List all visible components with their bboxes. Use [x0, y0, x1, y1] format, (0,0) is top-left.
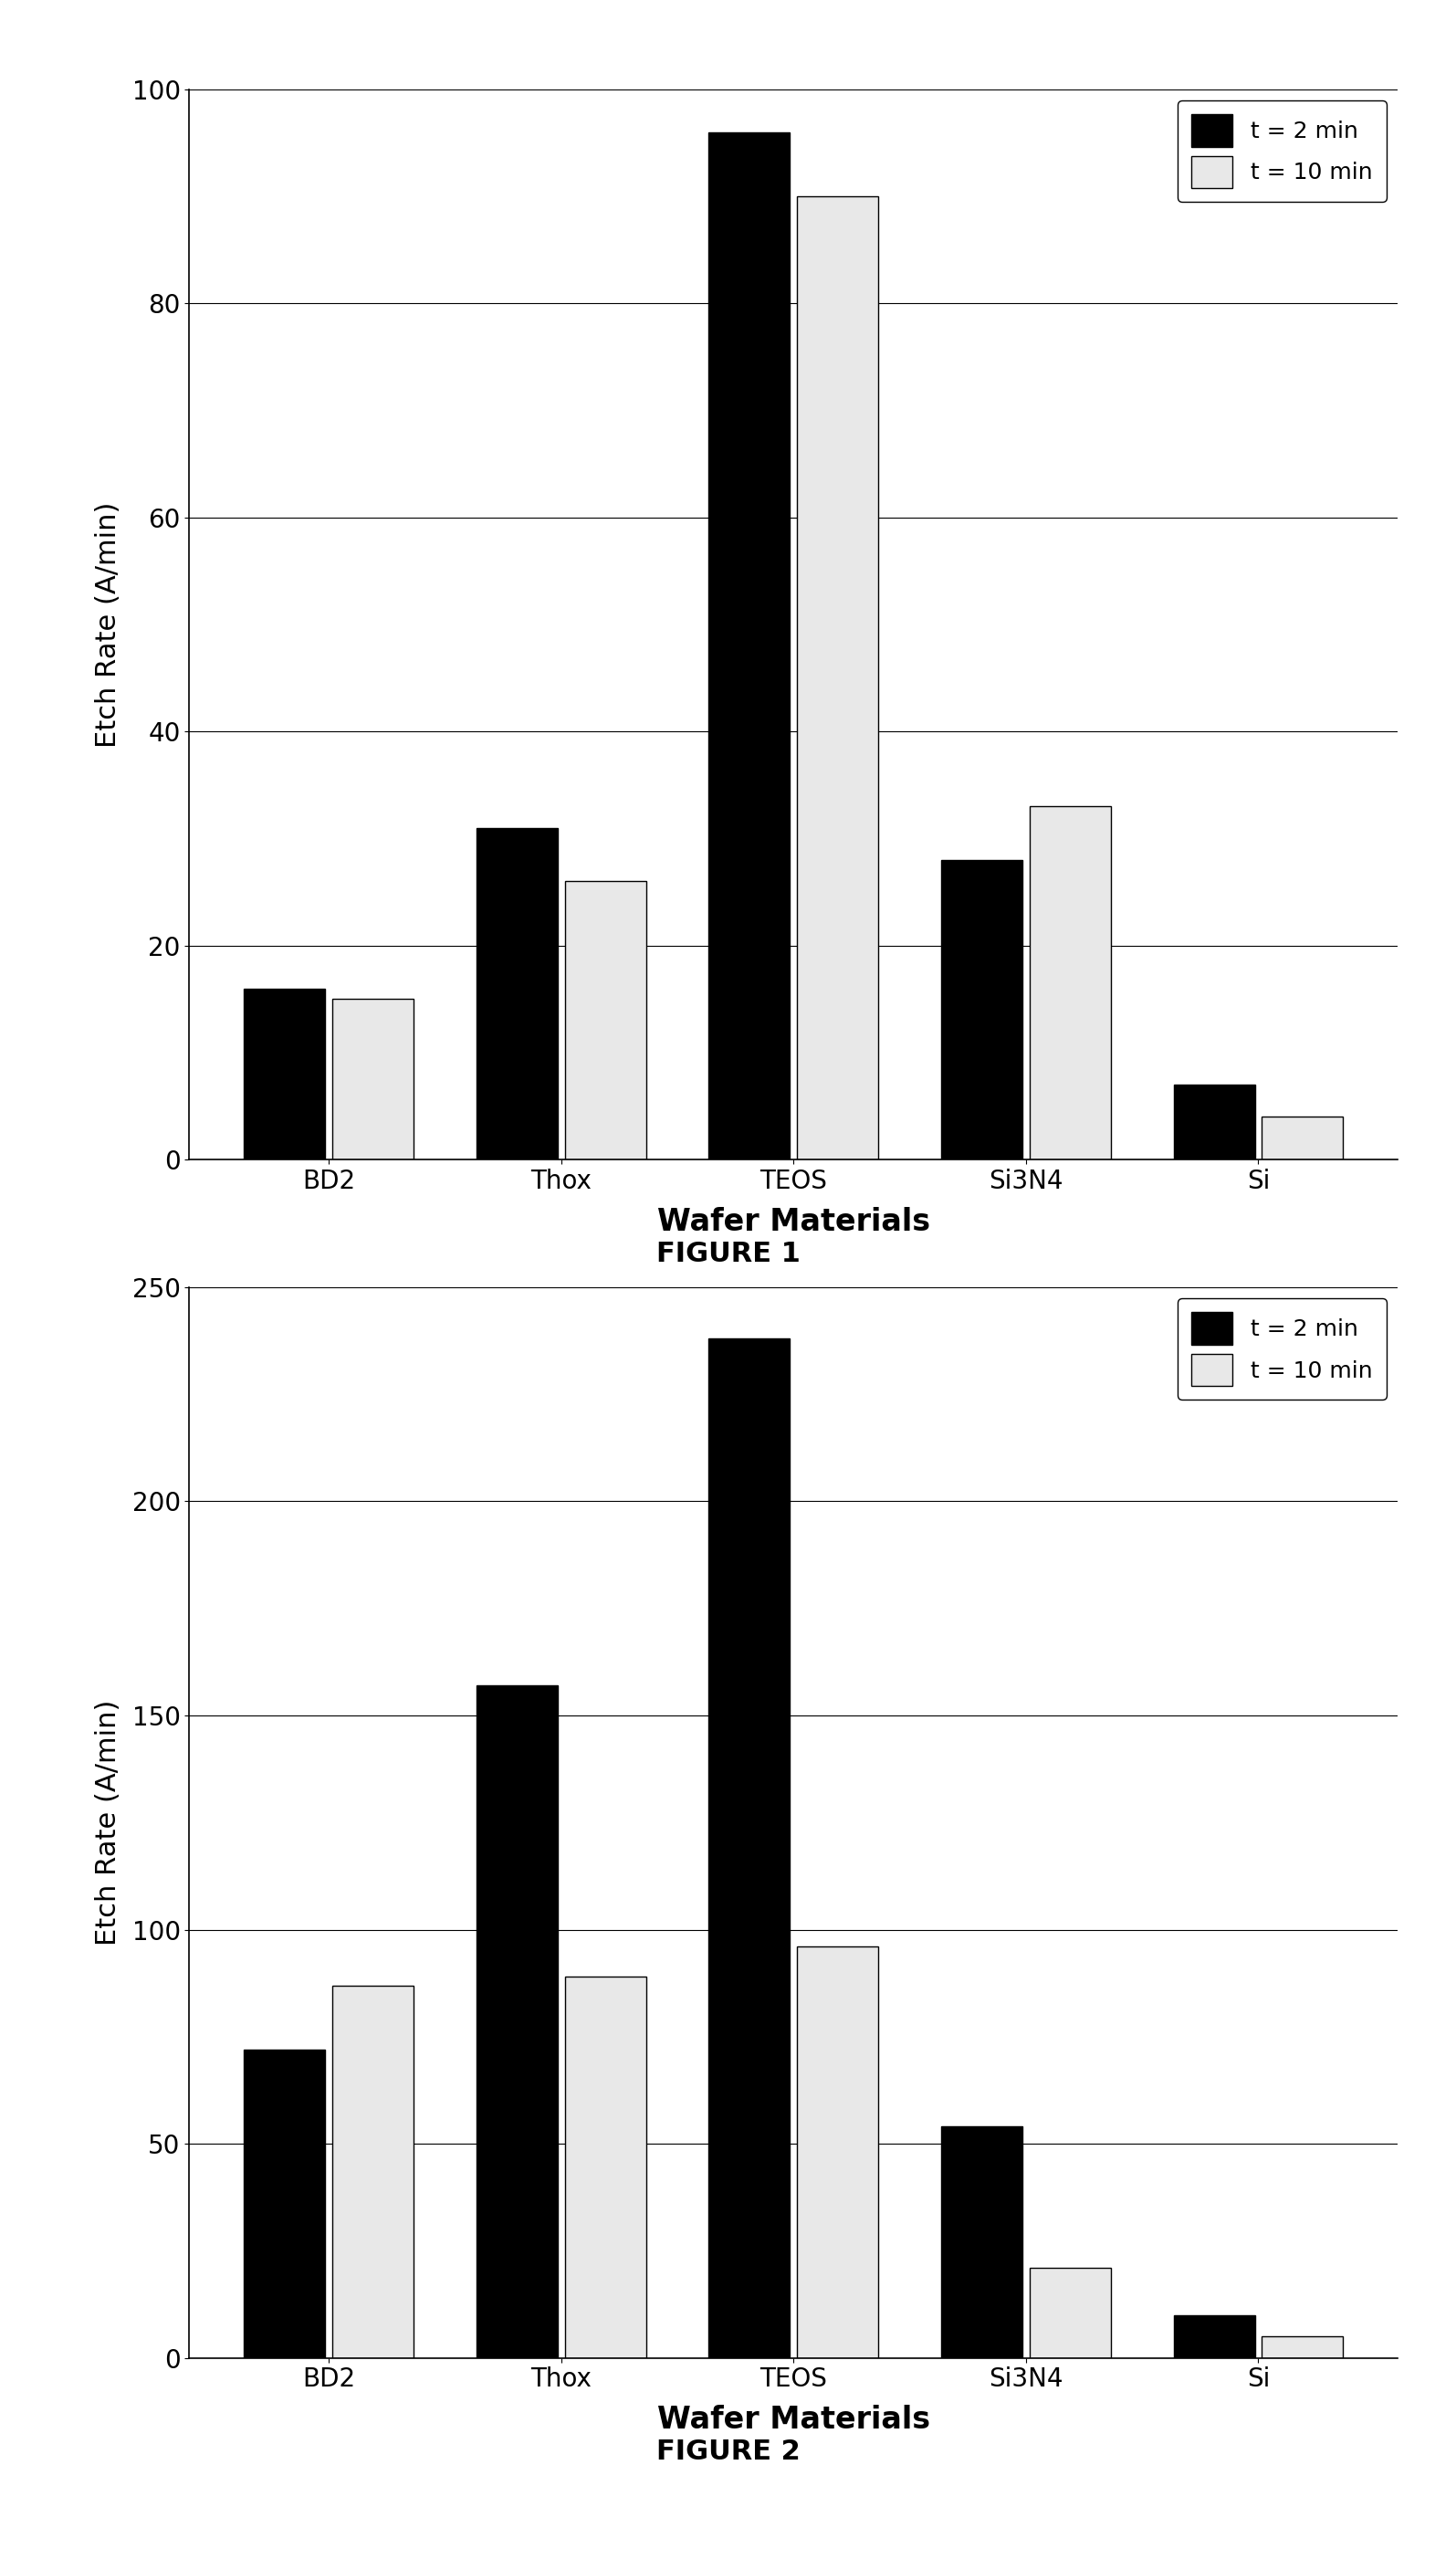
Bar [476, 828, 558, 1160]
Legend: t = 2 min, t = 10 min: t = 2 min, t = 10 min [1178, 1297, 1386, 1399]
Bar [709, 1338, 791, 2358]
Bar [1262, 2337, 1342, 2358]
Bar [941, 859, 1022, 1160]
Y-axis label: Etch Rate (A/min): Etch Rate (A/min) [95, 502, 122, 747]
Legend: t = 2 min, t = 10 min: t = 2 min, t = 10 min [1178, 99, 1386, 201]
Bar [1029, 2269, 1111, 2358]
Bar [941, 2126, 1022, 2358]
Y-axis label: Etch Rate (A/min): Etch Rate (A/min) [95, 1700, 122, 1945]
Bar [1174, 2314, 1255, 2358]
Bar [332, 1986, 414, 2358]
Bar [245, 2049, 325, 2358]
X-axis label: Wafer Materials: Wafer Materials [657, 2404, 930, 2434]
X-axis label: Wafer Materials: Wafer Materials [657, 1206, 930, 1236]
Bar [1262, 1116, 1342, 1160]
Text: FIGURE 2: FIGURE 2 [657, 2439, 799, 2465]
Bar [476, 1685, 558, 2358]
Bar [1029, 805, 1111, 1160]
Bar [1174, 1086, 1255, 1160]
Bar [332, 999, 414, 1160]
Text: FIGURE 1: FIGURE 1 [657, 1241, 799, 1267]
Bar [709, 133, 791, 1160]
Bar [245, 989, 325, 1160]
Bar [565, 1975, 646, 2358]
Bar [796, 1947, 878, 2358]
Bar [565, 882, 646, 1160]
Bar [796, 196, 878, 1160]
